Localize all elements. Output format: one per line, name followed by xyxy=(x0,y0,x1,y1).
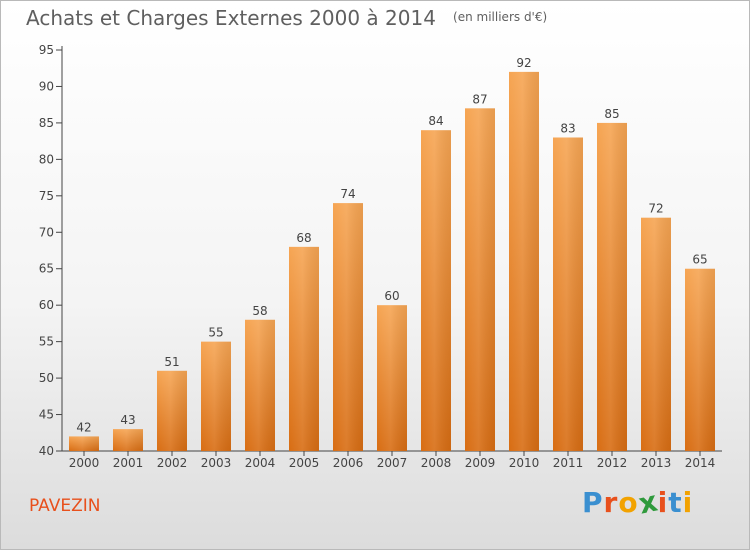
x-tick-label: 2003 xyxy=(201,456,232,470)
bar-shine-2013 xyxy=(641,217,671,451)
bar-shine-2009 xyxy=(465,108,495,451)
x-tick-label: 2014 xyxy=(685,456,716,470)
bar-shine-2010 xyxy=(509,71,539,451)
bar-shine-2007 xyxy=(377,305,407,451)
logo-letter: t xyxy=(668,486,683,519)
x-tick-label: 2005 xyxy=(289,456,320,470)
bar-shine-2008 xyxy=(421,130,451,451)
value-label: 55 xyxy=(208,326,223,340)
logo-letter: P xyxy=(582,486,604,519)
x-tick-label: 2008 xyxy=(421,456,452,470)
y-tick-label: 90 xyxy=(39,79,54,93)
y-tick-label: 75 xyxy=(39,189,54,203)
y-tick-label: 65 xyxy=(39,262,54,276)
value-label: 87 xyxy=(472,92,487,106)
value-label: 58 xyxy=(252,304,267,318)
y-tick-label: 55 xyxy=(39,335,54,349)
bar-shine-2006 xyxy=(333,203,363,451)
y-tick-label: 60 xyxy=(39,298,54,312)
bar-shine-2002 xyxy=(157,370,187,451)
x-tick-label: 2007 xyxy=(377,456,408,470)
logo-letter: r xyxy=(603,486,619,519)
chart-title: Achats et Charges Externes 2000 à 2014 xyxy=(26,6,436,30)
x-tick-label: 2012 xyxy=(597,456,628,470)
logo-letter: o xyxy=(618,486,639,519)
y-tick-label: 85 xyxy=(39,116,54,130)
bar-shine-2003 xyxy=(201,341,231,451)
bar-shine-2000 xyxy=(69,436,99,451)
bar-shine-2001 xyxy=(113,429,143,451)
value-label: 74 xyxy=(340,187,355,201)
value-label: 72 xyxy=(648,202,663,216)
commune-name: PAVEZIN xyxy=(29,496,101,516)
x-tick-label: 2002 xyxy=(157,456,188,470)
bar-shine-2005 xyxy=(289,246,319,451)
value-label: 43 xyxy=(120,413,135,427)
logo-letter: i xyxy=(682,486,694,519)
x-tick-label: 2011 xyxy=(553,456,584,470)
value-label: 85 xyxy=(604,107,619,121)
value-label: 68 xyxy=(296,231,311,245)
bar-shine-2011 xyxy=(553,137,583,451)
value-label: 60 xyxy=(384,289,399,303)
x-tick-label: 2006 xyxy=(333,456,364,470)
value-label: 92 xyxy=(516,56,531,70)
value-label: 65 xyxy=(692,253,707,267)
proxiti-logo: Proxiti xyxy=(582,484,694,520)
y-tick-label: 50 xyxy=(39,371,54,385)
y-tick-label: 45 xyxy=(39,408,54,422)
logo-letter: i xyxy=(657,486,669,519)
bar-shine-2004 xyxy=(245,319,275,451)
x-tick-label: 2013 xyxy=(641,456,672,470)
y-tick-label: 70 xyxy=(39,225,54,239)
bars-group xyxy=(69,71,715,451)
value-label: 51 xyxy=(164,355,179,369)
x-tick-label: 2009 xyxy=(465,456,496,470)
x-tick-label: 2004 xyxy=(245,456,276,470)
chart-header: Achats et Charges Externes 2000 à 2014 (… xyxy=(26,6,547,30)
y-tick-label: 80 xyxy=(39,152,54,166)
value-label: 42 xyxy=(76,420,91,434)
bar-shine-2014 xyxy=(685,268,715,451)
value-label: 83 xyxy=(560,121,575,135)
y-tick-label: 40 xyxy=(39,444,54,458)
y-tick-label: 95 xyxy=(39,43,54,57)
value-labels-group: 2000 42 2001 43 2002 51 2003 55 2004 58 2005 68 2006… xyxy=(69,56,716,470)
x-tick-label: 2001 xyxy=(113,456,144,470)
x-tick-label: 2000 xyxy=(69,456,100,470)
x-tick-label: 2010 xyxy=(509,456,540,470)
chart-subtitle: (en milliers d'€) xyxy=(453,10,548,24)
bar-shine-2012 xyxy=(597,122,627,451)
value-label: 84 xyxy=(428,114,443,128)
